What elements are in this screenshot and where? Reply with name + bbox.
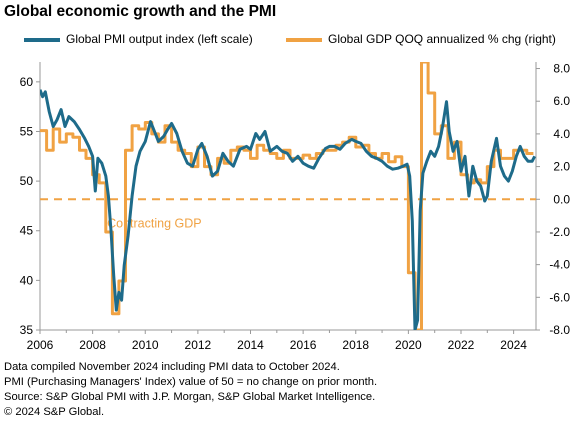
x-tick-label: 2010: [132, 338, 159, 352]
x-tick-label: 2022: [448, 338, 475, 352]
footnote-line: © 2024 S&P Global.: [4, 406, 105, 418]
x-tick-label: 2020: [395, 338, 422, 352]
right-tick-label: -2.0: [549, 225, 570, 239]
left-tick-label: 55: [20, 124, 34, 138]
legend-swatch-pmi: [24, 37, 60, 42]
footnote-line: Source: S&P Global PMI with J.P. Morgan,…: [4, 391, 376, 403]
left-tick-label: 40: [20, 273, 34, 287]
series-layer: [40, 62, 536, 330]
footnote-line: Data compiled November 2024 including PM…: [4, 361, 340, 373]
legend-label-pmi: Global PMI output index (left scale): [66, 32, 253, 46]
legend-item-pmi: Global PMI output index (left scale): [24, 32, 253, 46]
right-tick-label: -6.0: [549, 290, 570, 304]
right-tick-label: -8.0: [549, 323, 570, 337]
right-tick-label: 2.0: [553, 160, 570, 174]
left-tick-label: 50: [20, 174, 34, 188]
right-tick-label: 0.0: [553, 192, 570, 206]
right-tick-label: 4.0: [553, 127, 570, 141]
x-tick-label: 2014: [237, 338, 264, 352]
footnotes: Data compiled November 2024 including PM…: [4, 360, 377, 420]
right-tick-label: -4.0: [549, 258, 570, 272]
x-tick-label: 2018: [342, 338, 369, 352]
x-tick-label: 2012: [185, 338, 212, 352]
tick-label-layer: 35 40 45 50 55 60 -8.0 -6.0 -4.0 -2.0 0.0 2.0 4.0 6.0…: [20, 62, 571, 352]
legend-swatch-gdp: [286, 37, 322, 42]
legend-label-gdp: Global GDP QOQ annualized % chg (right): [328, 32, 556, 46]
axes-layer: [36, 62, 540, 334]
right-tick-label: 6.0: [553, 94, 570, 108]
x-tick-label: 2006: [27, 338, 54, 352]
left-tick-label: 35: [20, 323, 34, 337]
legend: Global PMI output index (left scale) Glo…: [0, 32, 585, 50]
left-tick-label: 45: [20, 224, 34, 238]
chart-title: Global economic growth and the PMI: [4, 3, 277, 20]
x-tick-label: 2024: [500, 338, 527, 352]
chart-plot: Contracting GDP 35 40 45 50 55 60 -8.0 -6.0 -4.0…: [20, 62, 571, 352]
footnote-line: PMI (Purchasing Managers' Index) value o…: [4, 376, 378, 388]
x-tick-label: 2008: [79, 338, 106, 352]
legend-item-gdp: Global GDP QOQ annualized % chg (right): [286, 32, 556, 46]
pmi-series-line: [40, 89, 536, 330]
contracting-gdp-label: Contracting GDP: [107, 216, 201, 230]
reference-layer: Contracting GDP: [40, 198, 536, 230]
x-tick-label: 2016: [290, 338, 317, 352]
left-tick-label: 60: [20, 75, 34, 89]
gdp-series-line: [40, 62, 534, 330]
right-tick-label: 8.0: [553, 62, 570, 76]
